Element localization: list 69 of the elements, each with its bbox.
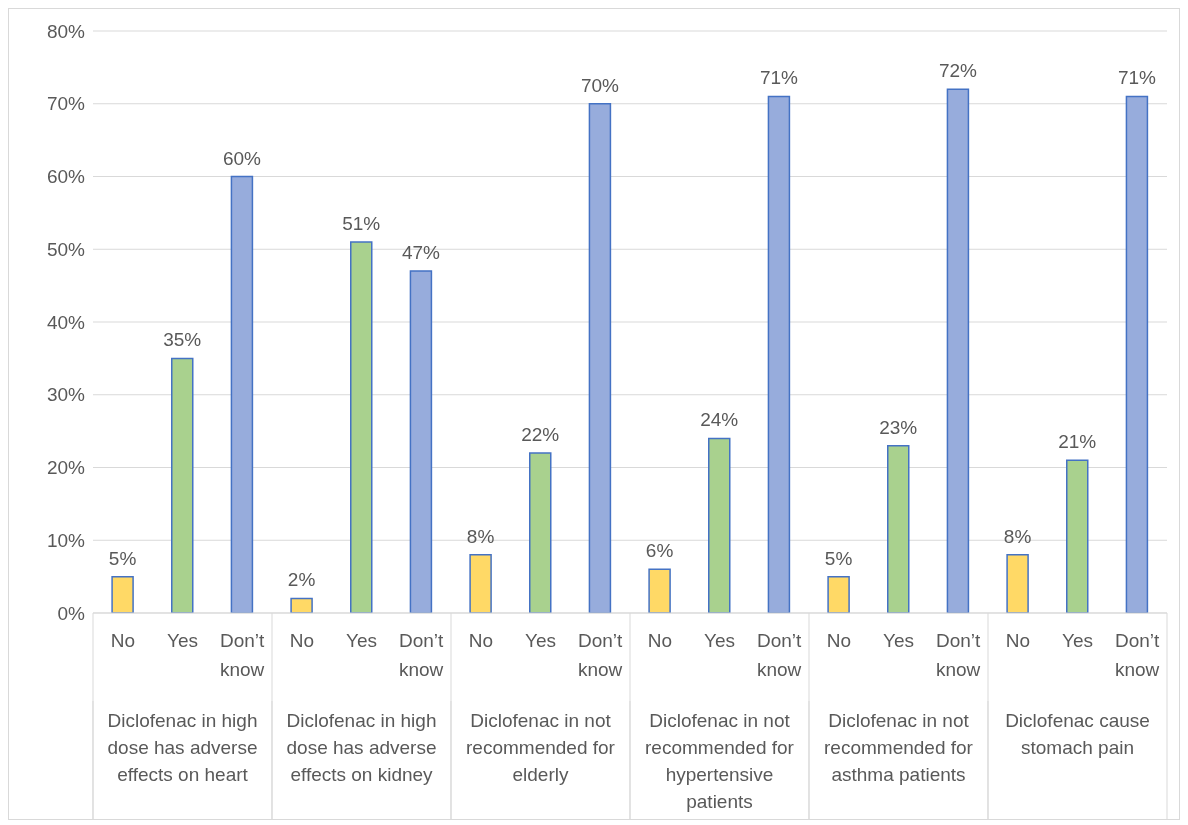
bar <box>469 554 492 613</box>
x-tick-label: Don’t know <box>935 630 982 680</box>
bar <box>708 437 731 613</box>
y-tick-label: 10% <box>46 529 86 551</box>
data-label: 47% <box>401 242 441 264</box>
bar <box>529 452 552 613</box>
data-label: 72% <box>938 60 978 82</box>
x-tick-label: Don’t know <box>219 630 266 680</box>
x-tick-label: Yes <box>167 630 198 651</box>
y-tick-label: 0% <box>57 602 86 624</box>
x-tick-label: No <box>826 630 851 651</box>
bar <box>648 568 671 613</box>
data-label: 6% <box>645 540 674 562</box>
data-label: 35% <box>163 329 202 351</box>
x-tick-label: No <box>647 630 672 651</box>
bar <box>1125 95 1149 613</box>
y-tick-label: 70% <box>46 93 86 115</box>
bar <box>767 95 791 613</box>
x-tick-label: No <box>110 630 135 651</box>
bar <box>1066 459 1089 613</box>
text: Diclofenac in not recommended for elderly <box>466 710 616 785</box>
bar <box>111 575 134 613</box>
data-label: 70% <box>580 74 620 96</box>
bar <box>409 270 433 613</box>
x-tick-label: Don’t know <box>756 630 803 680</box>
x-tick-label: No <box>1005 630 1030 651</box>
data-label: 21% <box>1058 431 1097 453</box>
data-label: 8% <box>466 525 495 547</box>
x-tick-label: Yes <box>883 630 914 651</box>
text: Diclofenac in high dose has adverse effects on heart <box>107 710 258 785</box>
text: Diclofenac in not recommended for asthma patients <box>824 710 974 785</box>
bar <box>171 357 194 613</box>
y-tick-label: 80% <box>46 20 86 42</box>
x-tick-label: Yes <box>1062 630 1093 651</box>
x-tick-label: Don’t know <box>577 630 624 680</box>
data-label: 60% <box>222 147 262 169</box>
x-tick-label: Don’t know <box>1114 630 1161 680</box>
bar <box>1006 554 1029 613</box>
y-tick-label: 60% <box>46 166 86 188</box>
x-tick-label: No <box>468 630 493 651</box>
x-tick-label: Yes <box>525 630 556 651</box>
x-tick-label: No <box>289 630 314 651</box>
text: Diclofenac cause stomach pain <box>1005 710 1150 758</box>
bar <box>827 575 850 613</box>
data-label: 24% <box>700 409 739 431</box>
y-tick-label: 40% <box>46 311 86 333</box>
data-label: 5% <box>108 547 137 569</box>
y-tick-label: 50% <box>46 238 86 260</box>
data-label: 2% <box>287 569 316 591</box>
bar <box>588 103 612 613</box>
data-label: 5% <box>824 547 853 569</box>
data-label: 71% <box>759 67 799 89</box>
bar <box>946 88 970 613</box>
text: Diclofenac in not recommended for hypertensive patients <box>645 710 795 812</box>
data-label: 71% <box>1117 67 1157 89</box>
bar <box>350 241 373 613</box>
x-tick-label: Yes <box>346 630 377 651</box>
x-tick-label: Don’t know <box>398 630 445 680</box>
bar <box>290 597 313 613</box>
data-label: 8% <box>1003 525 1032 547</box>
data-label: 22% <box>521 423 560 445</box>
y-tick-label: 20% <box>46 457 86 479</box>
bar <box>230 175 254 613</box>
bar <box>887 444 910 613</box>
data-label: 51% <box>342 212 381 234</box>
data-label: 23% <box>879 416 918 438</box>
x-tick-label: Yes <box>704 630 735 651</box>
y-tick-label: 30% <box>46 384 86 406</box>
text: Diclofenac in high dose has adverse effects on kidney <box>286 710 437 785</box>
